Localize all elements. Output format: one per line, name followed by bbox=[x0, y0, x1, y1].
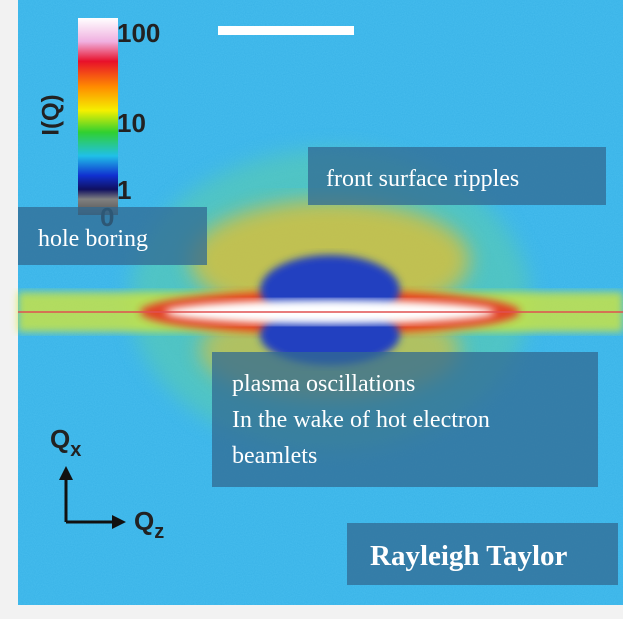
annotation-text: front surface ripples bbox=[326, 166, 519, 192]
colorbar-tick: 10 bbox=[117, 108, 146, 138]
annotation-text: In the wake of hot electron bbox=[232, 407, 490, 433]
scattering-image bbox=[18, 0, 623, 605]
annotation: Rayleigh Taylor bbox=[347, 523, 618, 585]
annotation: hole boring bbox=[18, 207, 207, 265]
axis-label: Qx bbox=[50, 424, 81, 461]
annotation-text: beamlets bbox=[232, 443, 317, 469]
scale-bar bbox=[218, 26, 354, 35]
annotation-text: hole boring bbox=[38, 226, 148, 252]
colorbar-tick: 1 bbox=[117, 175, 131, 205]
axes-indicator: Qx Qz bbox=[50, 424, 164, 543]
annotation: front surface ripples bbox=[308, 147, 606, 205]
colorbar: I(Q) 100 10 1 0 bbox=[37, 18, 160, 232]
annotation-text: Rayleigh Taylor bbox=[370, 540, 568, 572]
axis-label: Qz bbox=[134, 506, 164, 543]
annotation-text: plasma oscillations bbox=[232, 371, 415, 397]
annotation: plasma oscillations In the wake of hot e… bbox=[212, 352, 598, 487]
colorbar-label: I(Q) bbox=[37, 94, 64, 135]
colorbar-tick: 100 bbox=[117, 18, 160, 48]
